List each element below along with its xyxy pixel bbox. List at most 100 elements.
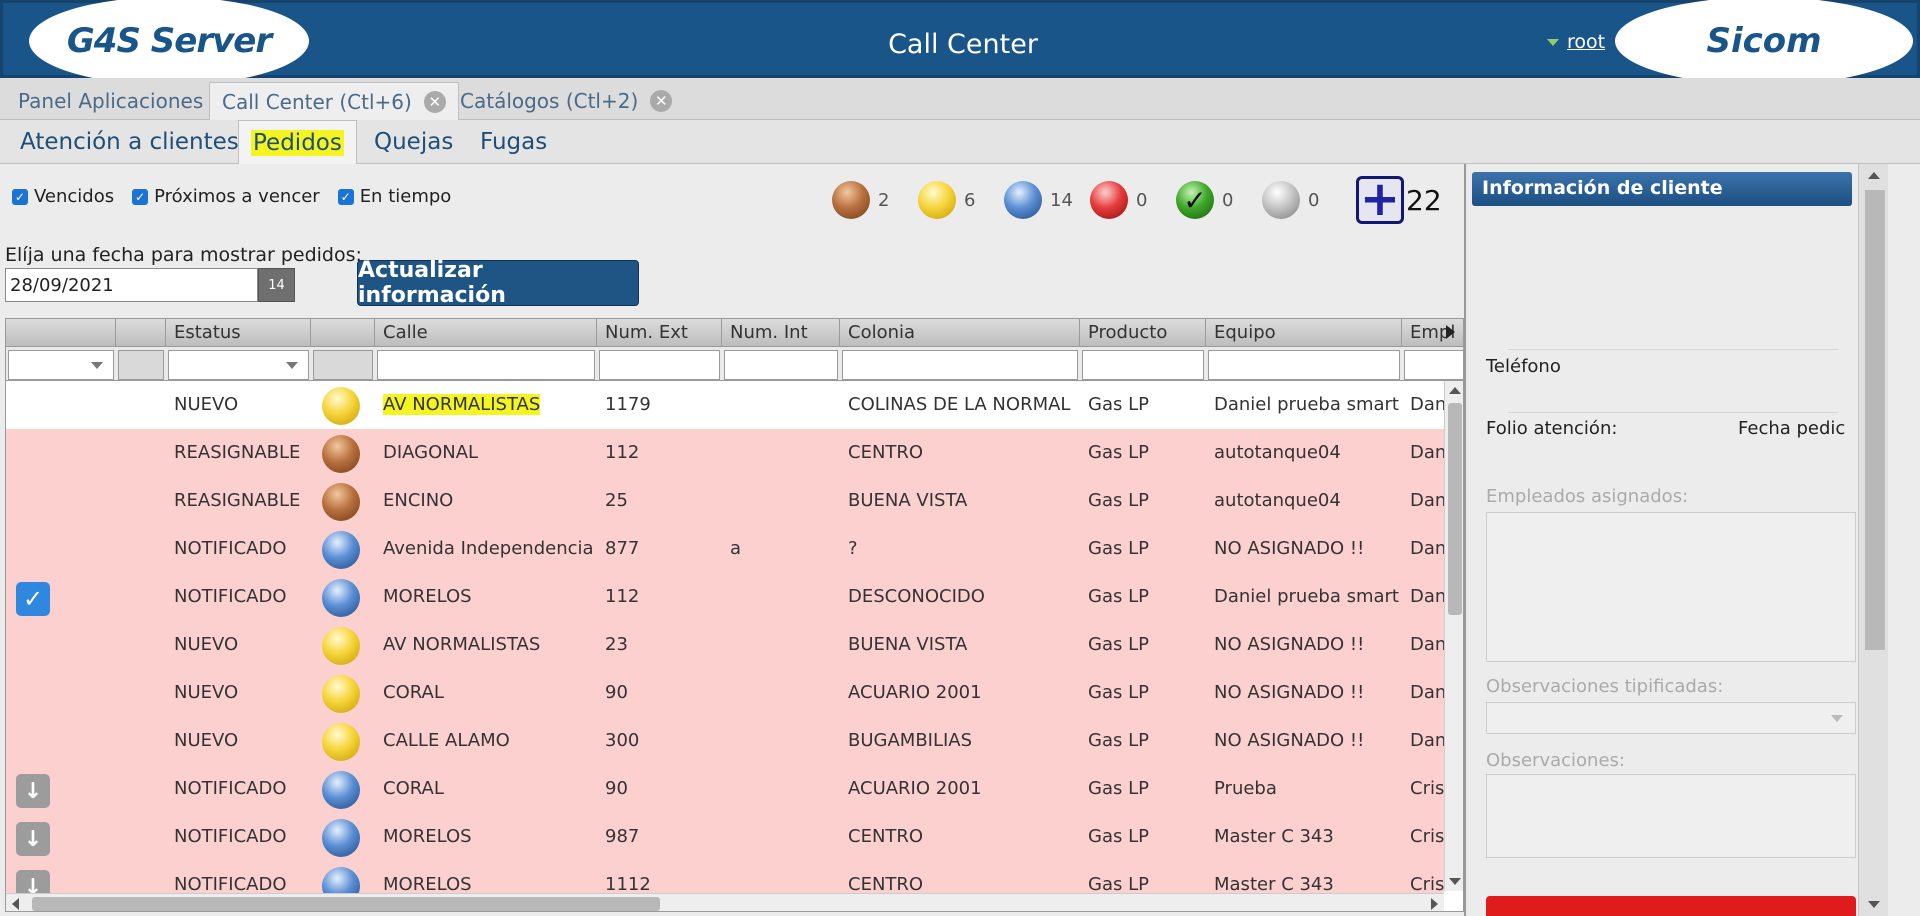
table-row[interactable]: REASIGNABLE ENCINO 25 BUENA VISTA Gas LP… — [6, 477, 1444, 525]
num-ext-filter-input[interactable] — [599, 350, 720, 380]
calle-cell: ENCINO — [383, 490, 454, 511]
table-row[interactable]: NUEVO CALLE ALAMO 300 BUGAMBILIAS Gas LP… — [6, 717, 1444, 765]
col-producto[interactable]: Producto — [1080, 319, 1206, 347]
estatus-filter-dropdown[interactable] — [168, 350, 309, 380]
username-link[interactable]: root — [1567, 31, 1606, 53]
scroll-down-icon[interactable] — [1868, 901, 1880, 908]
orders-panel: ✓ Vencidos ✓ Próximos a vencer ✓ En tiempo … — [0, 164, 1466, 916]
tab-call-center[interactable]: Call Center (Ctl+6) ✕ — [209, 82, 459, 120]
empleado-cell: Dan — [1410, 586, 1444, 607]
tab-atencion-clientes[interactable]: Atención a clientes — [20, 129, 239, 155]
calle-filter-input[interactable] — [377, 350, 595, 380]
add-order-button[interactable]: + — [1356, 175, 1404, 224]
num-int-filter-input[interactable] — [724, 350, 838, 380]
checkmark-icon[interactable]: ✓ — [132, 188, 149, 205]
num-ext-cell: 1179 — [605, 394, 651, 415]
producto-cell: Gas LP — [1088, 490, 1149, 511]
vencidos-checkbox[interactable]: ✓ Vencidos — [12, 186, 114, 207]
scroll-left-icon[interactable] — [12, 898, 19, 910]
equipo-cell: Master C 343 — [1214, 874, 1334, 895]
row-checkbox-checked[interactable]: ✓ — [16, 582, 50, 616]
table-row[interactable]: NUEVO CORAL 90 ACUARIO 2001 Gas LP NO AS… — [6, 669, 1444, 717]
brown-ball-icon — [322, 483, 360, 521]
blue-ball-icon — [322, 579, 360, 617]
table-row[interactable]: ↓ NOTIFICADO CORAL 90 ACUARIO 2001 Gas L… — [6, 765, 1444, 813]
col-action[interactable] — [116, 319, 166, 347]
empleados-list[interactable] — [1486, 512, 1856, 662]
table-row[interactable]: NOTIFICADO Avenida Independencia 877 a ?… — [6, 525, 1444, 573]
side-scrollbar[interactable] — [1858, 164, 1888, 916]
col-num-ext[interactable]: Num. Ext — [597, 319, 722, 347]
checkmark-icon[interactable]: ✓ — [337, 188, 354, 205]
calendar-icon[interactable]: 14 — [258, 268, 295, 302]
equipo-cell: autotanque04 — [1214, 442, 1341, 463]
col-calle[interactable]: Calle — [375, 319, 597, 347]
scroll-thumb[interactable] — [32, 897, 660, 911]
scroll-up-icon[interactable] — [1449, 387, 1461, 394]
colonia-cell: BUENA VISTA — [848, 490, 968, 511]
counter-red: 0 — [1090, 181, 1176, 219]
col-equipo[interactable]: Equipo — [1206, 319, 1402, 347]
status-cell: NOTIFICADO — [174, 586, 287, 607]
producto-filter-input[interactable] — [1082, 350, 1204, 380]
yellow-ball-icon — [322, 387, 360, 425]
select-filter-dropdown[interactable] — [8, 350, 114, 380]
scroll-thumb[interactable] — [1865, 190, 1885, 650]
scroll-up-icon[interactable] — [1868, 172, 1880, 179]
date-input[interactable]: 28/09/2021 — [5, 268, 258, 302]
close-icon[interactable]: ✕ — [423, 90, 446, 113]
observaciones-textarea[interactable] — [1486, 774, 1856, 858]
col-colonia[interactable]: Colonia — [840, 319, 1080, 347]
checkmark-icon[interactable]: ✓ — [12, 188, 28, 205]
grid-vertical-scrollbar[interactable] — [1444, 381, 1463, 891]
table-row[interactable]: ↓ NOTIFICADO MORELOS 987 CENTRO Gas LP M… — [6, 813, 1444, 861]
refresh-button[interactable]: Actualizar información — [357, 258, 639, 308]
tab-pedidos[interactable]: Pedidos — [238, 120, 357, 164]
grid-horizontal-scrollbar[interactable] — [6, 893, 1444, 911]
producto-cell: Gas LP — [1088, 682, 1149, 703]
action-button[interactable] — [1486, 896, 1856, 916]
table-row[interactable]: NUEVO AV NORMALISTAS 23 BUENA VISTA Gas … — [6, 621, 1444, 669]
user-menu[interactable]: root — [1547, 31, 1605, 53]
producto-cell: Gas LP — [1088, 394, 1149, 415]
col-select[interactable] — [6, 319, 116, 347]
calle-cell: DIAGONAL — [383, 442, 479, 463]
scroll-columns-right-icon[interactable] — [1446, 325, 1455, 339]
observaciones-tipificadas-label: Observaciones tipificadas: — [1486, 676, 1724, 697]
tab-catalogos[interactable]: Catálogos (Ctl+2) ✕ — [448, 82, 684, 120]
col-indicator[interactable] — [311, 319, 375, 347]
num-ext-cell: 877 — [605, 538, 640, 559]
status-cell: NOTIFICADO — [174, 874, 287, 895]
en-tiempo-checkbox[interactable]: ✓ En tiempo — [337, 186, 451, 207]
observaciones-tipificadas-select[interactable] — [1486, 702, 1856, 734]
col-num-int[interactable]: Num. Int — [722, 319, 840, 347]
equipo-filter-input[interactable] — [1208, 350, 1400, 380]
proximos-checkbox[interactable]: ✓ Próximos a vencer — [132, 186, 320, 207]
action-filter — [118, 350, 164, 380]
close-icon[interactable]: ✕ — [650, 90, 673, 112]
scroll-down-icon[interactable] — [1449, 878, 1461, 885]
tab-panel-aplicaciones[interactable]: Panel Aplicaciones — [18, 89, 204, 113]
empleado-filter-input[interactable] — [1404, 350, 1463, 380]
tab-quejas[interactable]: Quejas — [374, 129, 454, 155]
colonia-filter-input[interactable] — [842, 350, 1078, 380]
num-ext-cell: 987 — [605, 826, 640, 847]
producto-cell: Gas LP — [1088, 874, 1149, 895]
calle-cell: CORAL — [383, 682, 444, 703]
equipo-cell: NO ASIGNADO !! — [1214, 538, 1365, 559]
scroll-thumb[interactable] — [1448, 403, 1462, 615]
arrow-down-icon[interactable]: ↓ — [16, 774, 50, 808]
arrow-down-icon[interactable]: ↓ — [16, 822, 50, 856]
tab-fugas[interactable]: Fugas — [480, 129, 548, 155]
table-row[interactable]: REASIGNABLE DIAGONAL 112 CENTRO Gas LP a… — [6, 429, 1444, 477]
table-row[interactable]: NUEVO AV NORMALISTAS 1179 COLINAS DE LA … — [6, 381, 1444, 429]
scroll-right-icon[interactable] — [1431, 898, 1438, 910]
num-ext-cell: 1112 — [605, 874, 651, 895]
client-info-panel: Información de cliente Teléfono Folio at… — [1468, 164, 1920, 916]
table-row[interactable]: ✓ NOTIFICADO MORELOS 112 DESCONOCIDO Gas… — [6, 573, 1444, 621]
col-estatus[interactable]: Estatus — [166, 319, 311, 347]
calle-cell: CORAL — [383, 778, 444, 799]
num-ext-cell: 112 — [605, 586, 640, 607]
col-empleado[interactable]: Empl — [1402, 319, 1463, 347]
num-ext-cell: 90 — [605, 682, 628, 703]
